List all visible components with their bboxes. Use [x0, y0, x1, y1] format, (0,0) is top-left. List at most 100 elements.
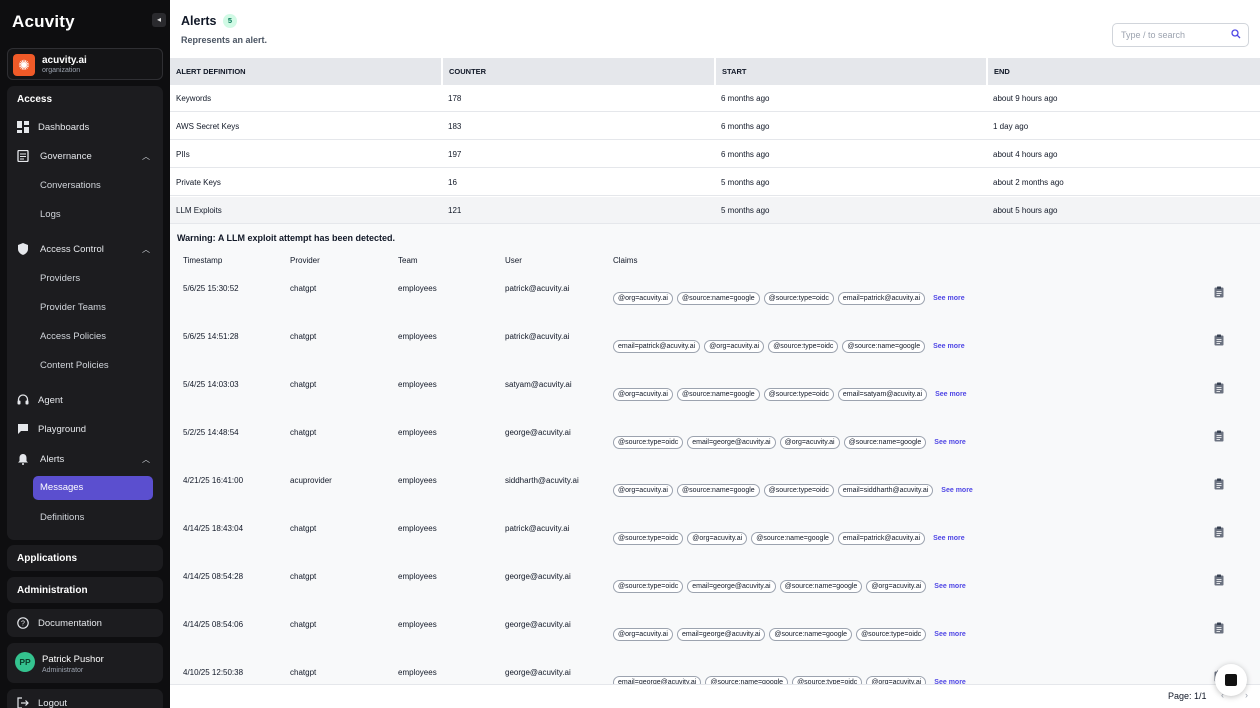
- claim-chip: @source:type=oidc: [763, 387, 834, 401]
- clipboard-icon[interactable]: [1214, 478, 1224, 490]
- detail-row[interactable]: 5/4/25 14:03:03 chatgpt employees satyam@ac…: [170, 380, 1260, 428]
- detail-row[interactable]: 4/21/25 16:41:00 acuprovider employees sidd…: [170, 476, 1260, 524]
- detail-row[interactable]: 4/10/25 12:50:38 chatgpt employees george@a…: [170, 668, 1260, 684]
- column-header-end[interactable]: END: [988, 58, 1260, 85]
- administration-section[interactable]: Administration: [7, 577, 163, 603]
- search-icon[interactable]: [1231, 29, 1241, 39]
- chevron-up-icon[interactable]: ︿: [142, 152, 150, 161]
- detail-row[interactable]: 5/2/25 14:48:54 chatgpt employees george@ac…: [170, 428, 1260, 476]
- sidebar-item-definitions[interactable]: Definitions: [40, 512, 85, 523]
- chat-bubble-icon: [18, 424, 28, 434]
- cell-counter: 178: [448, 94, 462, 103]
- documentation-link[interactable]: ? Documentation: [7, 609, 163, 637]
- claims-list: @source:type=oidc email=george@acuvity.ai…: [613, 434, 966, 450]
- column-header-counter[interactable]: COUNTER: [443, 58, 714, 85]
- table-row[interactable]: PIIs 197 6 months ago about 4 hours ago: [170, 141, 1260, 168]
- cell-end: about 2 months ago: [993, 178, 1064, 187]
- user-cell: patrick@acuvity.ai: [505, 332, 570, 341]
- cell-end: about 4 hours ago: [993, 150, 1058, 159]
- search-placeholder: Type / to search: [1121, 30, 1186, 40]
- governance-icon: [17, 150, 29, 162]
- org-type: organization: [42, 67, 81, 74]
- see-more-link[interactable]: See more: [941, 486, 973, 494]
- sidebar-item-provider-teams[interactable]: Provider Teams: [40, 302, 106, 313]
- table-row[interactable]: Keywords 178 6 months ago about 9 hours …: [170, 85, 1260, 112]
- table-row-selected[interactable]: LLM Exploits 121 5 months ago about 5 ho…: [170, 197, 1260, 224]
- sidebar-item-access-policies[interactable]: Access Policies: [40, 331, 106, 342]
- see-more-link[interactable]: See more: [934, 438, 966, 446]
- sidebar-item-content-policies[interactable]: Content Policies: [40, 360, 109, 371]
- access-section-title[interactable]: Access: [17, 94, 53, 105]
- sidebar-item-providers[interactable]: Providers: [40, 273, 81, 284]
- user-cell: george@acuvity.ai: [505, 620, 571, 629]
- claim-chip: @org=acuvity.ai: [613, 627, 673, 641]
- cell-start: 6 months ago: [721, 94, 770, 103]
- applications-section[interactable]: Applications: [7, 545, 163, 571]
- sidebar-item-playground[interactable]: Playground: [38, 424, 87, 435]
- see-more-link[interactable]: See more: [933, 294, 965, 302]
- alert-detail-panel: Warning: A LLM exploit attempt has been …: [170, 224, 1260, 684]
- sidebar-item-conversations[interactable]: Conversations: [40, 180, 101, 191]
- see-more-link[interactable]: See more: [934, 582, 966, 590]
- collapse-sidebar-button[interactable]: ◂: [152, 13, 166, 27]
- claim-chip: @org=acuvity.ai: [613, 387, 673, 401]
- clipboard-icon[interactable]: [1214, 622, 1224, 634]
- sidebar-item-logs[interactable]: Logs: [40, 209, 61, 220]
- team-cell: employees: [398, 380, 437, 389]
- table-row[interactable]: Private Keys 16 5 months ago about 2 mon…: [170, 169, 1260, 196]
- cell-end: 1 day ago: [993, 122, 1029, 131]
- sidebar-item-messages[interactable]: Messages: [33, 476, 153, 500]
- sidebar-item-access-control[interactable]: Access Control: [40, 244, 104, 255]
- column-header-start[interactable]: START: [716, 58, 986, 85]
- claim-chip: email=george@acuvity.ai: [687, 579, 776, 593]
- prev-page-button[interactable]: ‹: [1221, 690, 1224, 700]
- clipboard-icon[interactable]: [1214, 430, 1224, 442]
- sidebar: Acuvity ◂ ✺ acuvity.ai organization Acce…: [0, 0, 170, 708]
- help-circle-icon: ?: [17, 617, 29, 629]
- see-more-link[interactable]: See more: [935, 390, 967, 398]
- clipboard-icon[interactable]: [1214, 382, 1224, 394]
- column-header-alert-definition[interactable]: ALERT DEFINITION: [170, 58, 441, 85]
- see-more-link[interactable]: See more: [934, 678, 966, 685]
- logout-button[interactable]: Logout: [7, 689, 163, 708]
- claims-list: @source:type=oidc @org=acuvity.ai @source:…: [613, 530, 965, 546]
- timestamp-cell: 5/2/25 14:48:54: [183, 428, 239, 437]
- cell-start: 5 months ago: [721, 178, 770, 187]
- see-more-link[interactable]: See more: [934, 630, 966, 638]
- detail-row[interactable]: 4/14/25 08:54:28 chatgpt employees george@a…: [170, 572, 1260, 620]
- chevron-up-icon[interactable]: ︿: [142, 455, 150, 464]
- sidebar-item-alerts[interactable]: Alerts: [40, 454, 65, 465]
- administration-title: Administration: [17, 585, 88, 596]
- alerts-table-header: ALERT DEFINITION COUNTER START END: [170, 58, 1260, 85]
- clipboard-icon[interactable]: [1214, 286, 1224, 298]
- clipboard-icon[interactable]: [1214, 526, 1224, 538]
- sidebar-item-dashboards[interactable]: Dashboards: [38, 122, 90, 133]
- logout-label: Logout: [38, 698, 68, 708]
- detail-row[interactable]: 5/6/25 15:30:52 chatgpt employees patrick@a…: [170, 284, 1260, 332]
- search-input[interactable]: Type / to search: [1112, 23, 1249, 47]
- clipboard-icon[interactable]: [1214, 334, 1224, 346]
- cell-alert-definition: PIIs: [176, 150, 190, 159]
- see-more-link[interactable]: See more: [933, 342, 965, 350]
- clipboard-icon[interactable]: [1214, 574, 1224, 586]
- sidebar-item-agent[interactable]: Agent: [38, 395, 63, 406]
- sidebar-item-governance[interactable]: Governance: [40, 151, 92, 162]
- claim-chip: @source:name=google: [676, 291, 760, 305]
- chevron-up-icon[interactable]: ︿: [142, 245, 150, 254]
- detail-row[interactable]: 5/6/25 14:51:28 chatgpt employees patrick@a…: [170, 332, 1260, 380]
- detail-row[interactable]: 4/14/25 18:43:04 chatgpt employees patrick@…: [170, 524, 1260, 572]
- team-cell: employees: [398, 524, 437, 533]
- cell-start: 6 months ago: [721, 122, 770, 131]
- next-page-button[interactable]: ›: [1245, 690, 1248, 700]
- org-switcher[interactable]: ✺ acuvity.ai organization: [7, 48, 163, 80]
- acuvity-logo[interactable]: Acuvity: [12, 12, 75, 31]
- avatar[interactable]: PP: [15, 652, 35, 672]
- cell-alert-definition: Keywords: [176, 94, 212, 103]
- detail-row[interactable]: 4/14/25 08:54:06 chatgpt employees george@a…: [170, 620, 1260, 668]
- claim-chip: email=patrick@acuvity.ai: [613, 339, 701, 353]
- warning-message: Warning: A LLM exploit attempt has been …: [177, 233, 396, 243]
- claims-list: email=george@acuvity.ai @source:name=goog…: [613, 674, 966, 684]
- table-row[interactable]: AWS Secret Keys 183 6 months ago 1 day a…: [170, 113, 1260, 140]
- see-more-link[interactable]: See more: [933, 534, 965, 542]
- chat-support-button[interactable]: [1215, 664, 1247, 696]
